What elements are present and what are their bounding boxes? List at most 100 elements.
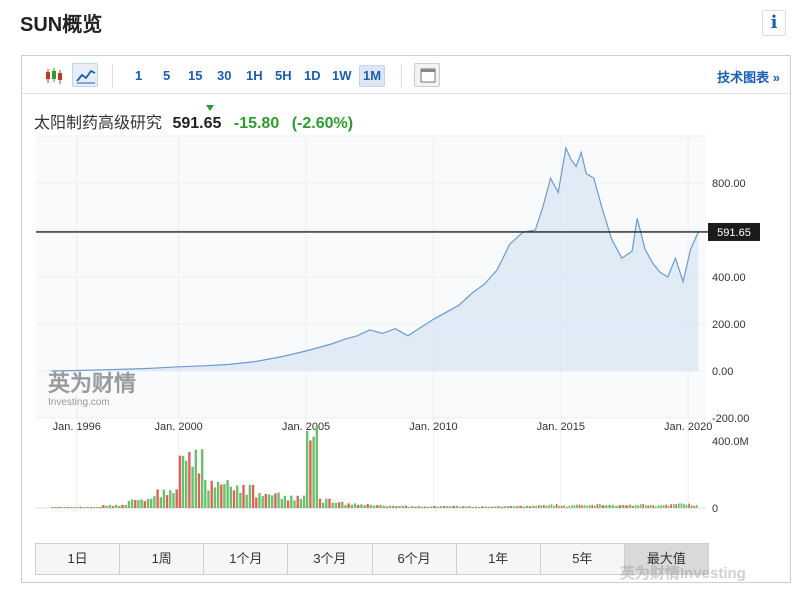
volume-bar [127,501,131,508]
timeframe-1h[interactable]: 1H [246,68,263,83]
price-change: -15.80 [233,115,280,132]
x-tick-label: Jan. 2015 [537,421,585,433]
settings-panel-icon[interactable] [414,63,440,87]
volume-bar [83,507,86,508]
volume-bar [650,504,652,508]
line-chart-icon[interactable] [72,63,98,87]
price-chart[interactable]: 591.65800.00400.00200.000.00-200.00Jan. … [22,56,790,536]
volume-bar [137,500,140,508]
timeframe-1d[interactable]: 1D [304,68,321,83]
volume-bar [73,507,76,508]
volume-bar [102,505,105,508]
volume-bar [207,490,210,508]
timeframe-15[interactable]: 15 [188,68,203,83]
volume-bar [516,505,519,508]
volume-bar [213,487,217,508]
volume-bar [150,498,153,508]
volume-bar [596,504,599,508]
volume-bar [51,507,54,508]
volume-bar [625,505,628,508]
volume-bar [185,460,188,508]
down-arrow-icon [206,105,214,111]
volume-bar [79,507,83,508]
volume-bar [115,504,118,508]
volume-bar [695,504,698,508]
volume-bar [537,505,540,508]
volume-bar [385,506,388,508]
current-price-tag [708,222,760,241]
volume-bar [261,495,264,508]
price-area [51,147,699,371]
volume-bar [395,506,398,508]
volume-bar [611,505,615,508]
volume-bar [632,505,634,508]
timeframe-1[interactable]: 1 [135,68,143,83]
volume-bar [490,506,494,508]
range-button-7[interactable]: 最大值 [624,544,708,574]
volume-bar [258,493,261,508]
volume-bar [427,506,430,508]
volume-bar [503,506,506,508]
volume-bar [680,503,683,508]
volume-bar [481,506,484,508]
volume-bar [404,505,408,508]
volume-bar [690,505,693,508]
toolbar-divider [401,64,402,88]
range-button-5[interactable]: 1年 [456,544,541,574]
range-button-4[interactable]: 6个月 [372,544,457,574]
timeframe-1m[interactable]: 1M [359,65,386,87]
volume-bar [647,505,650,508]
timeframe-5h[interactable]: 5H [275,68,292,83]
volume-bar [236,485,239,508]
timeframe-5[interactable]: 5 [163,68,171,83]
candlestick-icon[interactable] [40,63,66,87]
volume-bar [407,506,411,508]
range-button-2[interactable]: 1个月 [204,544,289,574]
volume-bar [553,505,555,508]
volume-bar [124,504,127,508]
range-button-3[interactable]: 3个月 [288,544,373,574]
volume-bar [255,497,258,508]
volume-bar [76,507,80,508]
volume-bar [121,505,124,508]
volume-bar [540,505,543,508]
volume-bar [172,493,175,508]
volume-bar [232,490,236,508]
volume-bar [417,506,420,508]
volume-bar [322,502,325,508]
range-button-0[interactable]: 1日 [36,544,121,574]
corner-watermark: 英为财情Investing [620,565,746,582]
volume-bar [357,504,360,508]
volume-bar [372,505,376,508]
volume-bar [670,504,672,508]
volume-bar [54,507,57,508]
volume-bar [67,507,70,508]
volume-bar [267,494,271,508]
volume-bar [347,503,350,508]
volume-bar [678,503,680,508]
volume-bar [436,506,439,508]
volume-bar [325,498,328,508]
volume-bar [337,502,341,508]
info-button[interactable]: i [762,10,786,36]
volume-bar [576,504,578,508]
timeframe-30[interactable]: 30 [217,68,232,83]
volume-bar [242,484,245,508]
volume-bar [181,455,185,508]
volume-bar [130,499,134,508]
volume-bar [382,505,385,508]
timeframe-1w[interactable]: 1W [332,68,352,83]
volume-bar [568,505,571,508]
range-button-6[interactable]: 5年 [540,544,625,574]
volume-bar [443,506,446,508]
x-tick-label: Jan. 2005 [282,421,330,433]
range-button-1[interactable]: 1周 [120,544,205,574]
toolbar-divider [112,64,113,88]
volume-bar [220,484,223,508]
volume-bar [293,500,296,508]
volume-bar [350,504,353,508]
volume-bar [204,480,207,508]
technical-chart-link[interactable]: 技术图表 » [717,70,780,85]
volume-bar [543,505,545,508]
volume-bar [105,505,108,508]
